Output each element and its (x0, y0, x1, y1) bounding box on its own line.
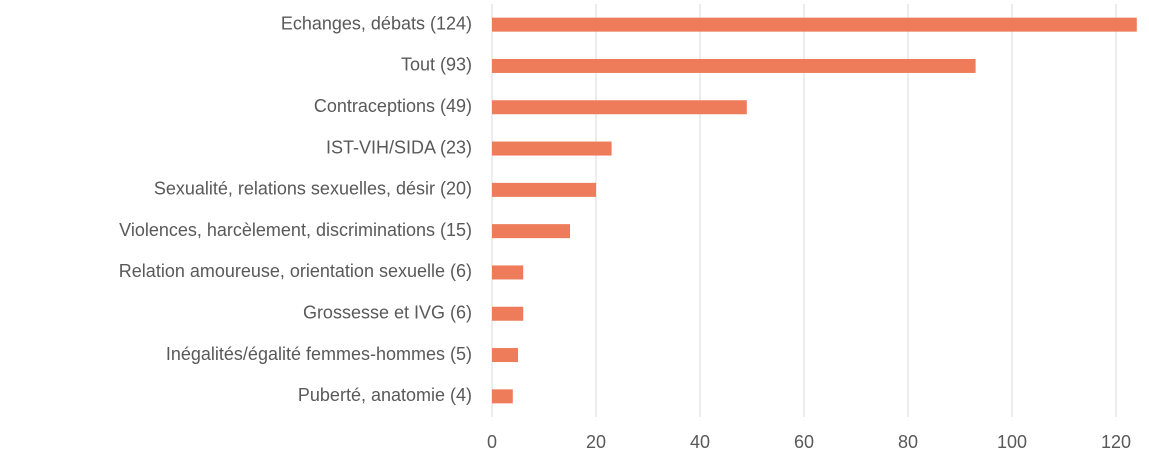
y-tick-label: Contraceptions (49) (314, 96, 472, 116)
x-tick-label: 0 (487, 432, 497, 452)
x-tick-label: 100 (997, 432, 1027, 452)
x-tick-label: 60 (794, 432, 814, 452)
bar (492, 224, 570, 239)
x-tick-label: 120 (1101, 432, 1131, 452)
bar (492, 265, 524, 280)
bar (492, 17, 1137, 32)
x-tick-label: 20 (586, 432, 606, 452)
y-tick-label: Sexualité, relations sexuelles, désir (2… (154, 179, 472, 199)
bar (492, 389, 513, 404)
bar (492, 58, 976, 73)
bar (492, 306, 524, 321)
bar (492, 100, 747, 115)
y-tick-label: Echanges, débats (124) (281, 13, 472, 33)
y-tick-label: Puberté, anatomie (4) (298, 385, 472, 405)
x-tick-label: 80 (898, 432, 918, 452)
y-tick-label: Relation amoureuse, orientation sexuelle… (119, 261, 472, 281)
y-tick-label: IST-VIH/SIDA (23) (326, 137, 472, 157)
y-tick-label: Violences, harcèlement, discriminations … (119, 220, 472, 240)
bar (492, 348, 518, 363)
y-tick-label: Tout (93) (401, 55, 472, 75)
bar (492, 182, 596, 197)
bar (492, 141, 612, 156)
y-tick-label: Grossesse et IVG (6) (303, 303, 472, 323)
y-tick-label: Inégalités/égalité femmes-hommes (5) (166, 344, 472, 364)
x-tick-label: 40 (690, 432, 710, 452)
